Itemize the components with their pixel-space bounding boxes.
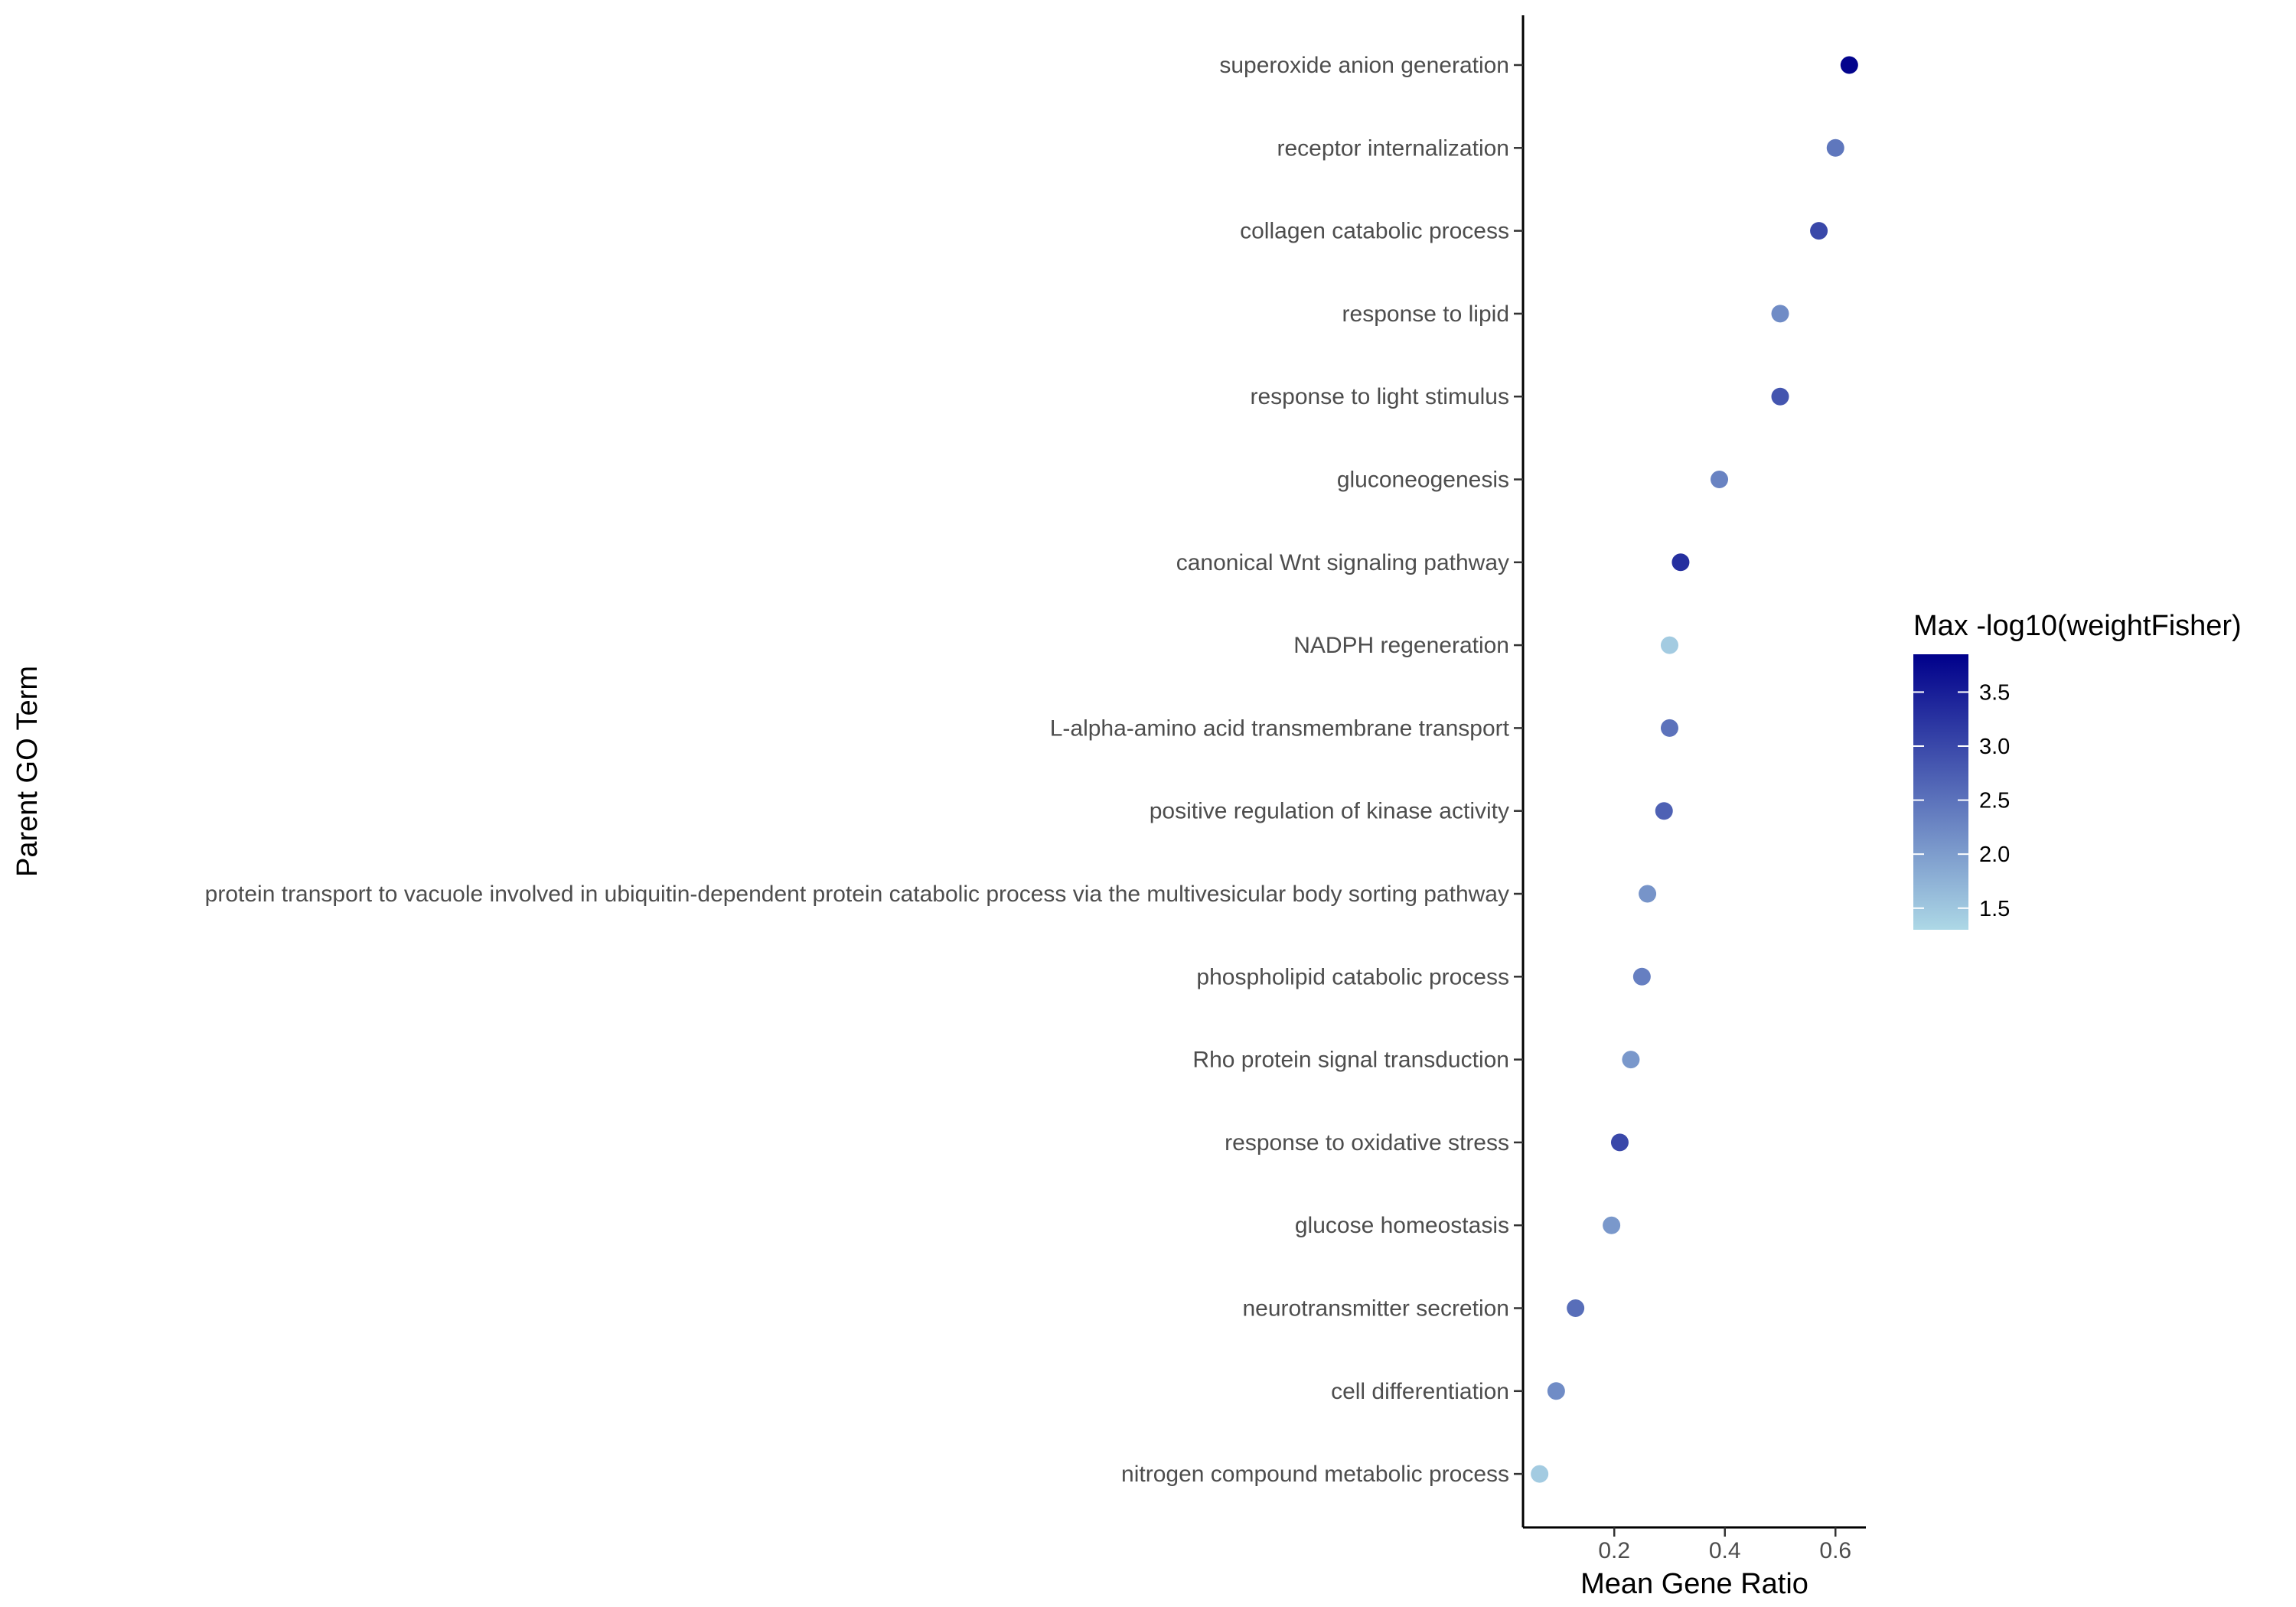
data-point bbox=[1771, 387, 1789, 406]
y-tick-label: cell differentiation bbox=[1331, 1379, 1509, 1404]
legend-tick-label: 3.5 bbox=[1979, 680, 2010, 705]
data-point bbox=[1771, 305, 1789, 323]
legend-title: Max -log10(weightFisher) bbox=[1913, 610, 2242, 642]
y-tick-label: protein transport to vacuole involved in… bbox=[205, 882, 1509, 907]
legend-tick-label: 1.5 bbox=[1979, 897, 2010, 921]
data-point bbox=[1547, 1382, 1565, 1400]
color-legend: Max -log10(weightFisher) 1.5 2.0 2.5 3.0 3.5 bbox=[1913, 610, 2242, 930]
y-tick-label: canonical Wnt signaling pathway bbox=[1176, 550, 1509, 575]
legend-tick-label: 2.5 bbox=[1979, 789, 2010, 813]
data-point bbox=[1711, 471, 1729, 488]
legend-colorbar bbox=[1913, 654, 1968, 930]
y-tick-label: collagen catabolic process bbox=[1240, 219, 1509, 244]
x-axis-ticks: 0.2 0.4 0.6 bbox=[1598, 1527, 1851, 1563]
y-tick-label: receptor internalization bbox=[1277, 135, 1509, 161]
y-tick-label: gluconeogenesis bbox=[1337, 468, 1509, 493]
y-tick-label: neurotransmitter secretion bbox=[1243, 1296, 1510, 1322]
y-tick-label: nitrogen compound metabolic process bbox=[1121, 1462, 1509, 1487]
data-point bbox=[1660, 636, 1678, 654]
y-tick-label: positive regulation of kinase activity bbox=[1150, 799, 1509, 824]
y-axis-title: Parent GO Term bbox=[11, 666, 44, 877]
y-tick-label: L-alpha-amino acid transmembrane transpo… bbox=[1050, 715, 1510, 741]
x-axis-title: Mean Gene Ratio bbox=[1580, 1568, 1808, 1600]
y-tick-label: glucose homeostasis bbox=[1295, 1213, 1509, 1238]
data-point bbox=[1639, 885, 1657, 903]
data-point bbox=[1826, 139, 1844, 157]
y-tick-label: superoxide anion generation bbox=[1219, 53, 1509, 78]
x-tick-label: 0.2 bbox=[1598, 1538, 1630, 1563]
y-tick-label: phospholipid catabolic process bbox=[1196, 964, 1509, 989]
y-tick-label: response to oxidative stress bbox=[1225, 1130, 1509, 1156]
data-point bbox=[1660, 719, 1678, 737]
x-tick-label: 0.4 bbox=[1709, 1538, 1741, 1563]
data-point bbox=[1810, 222, 1828, 240]
data-point bbox=[1603, 1216, 1621, 1234]
data-point bbox=[1671, 553, 1690, 572]
x-tick-label: 0.6 bbox=[1819, 1538, 1851, 1563]
legend-ticks: 1.5 2.0 2.5 3.0 3.5 bbox=[1913, 680, 2010, 921]
y-tick-label: NADPH regeneration bbox=[1293, 633, 1509, 658]
y-axis-ticks: superoxide anion generation receptor inte… bbox=[205, 53, 1523, 1487]
data-point bbox=[1840, 56, 1858, 74]
data-point bbox=[1655, 802, 1673, 820]
data-point bbox=[1622, 1051, 1640, 1069]
y-tick-label: Rho protein signal transduction bbox=[1192, 1048, 1509, 1073]
data-points bbox=[1531, 56, 1858, 1483]
data-point bbox=[1632, 967, 1651, 986]
legend-tick-label: 2.0 bbox=[1979, 843, 2010, 867]
legend-tick-label: 3.0 bbox=[1979, 735, 2010, 759]
data-point bbox=[1610, 1133, 1629, 1152]
data-point bbox=[1567, 1299, 1585, 1317]
y-tick-label: response to lipid bbox=[1342, 302, 1509, 327]
data-point bbox=[1531, 1465, 1549, 1483]
y-tick-label: response to light stimulus bbox=[1251, 384, 1510, 409]
